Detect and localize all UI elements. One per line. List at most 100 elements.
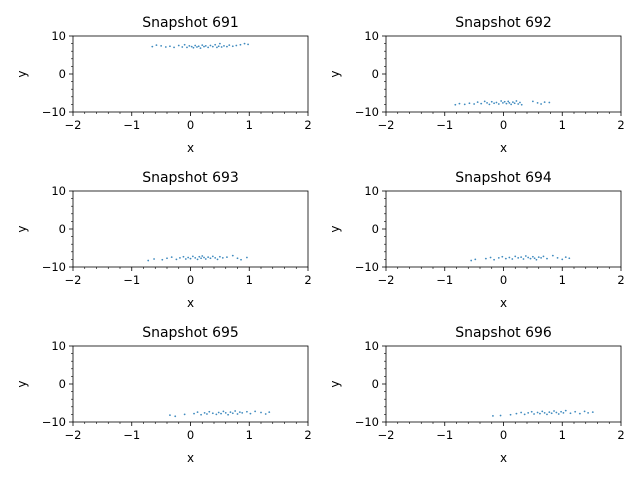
scatter-point bbox=[515, 412, 518, 415]
scatter-point bbox=[564, 409, 567, 412]
scatter-point bbox=[207, 46, 210, 49]
y-tick-label: −10 bbox=[355, 415, 379, 429]
scatter-point bbox=[160, 44, 163, 47]
subplot-title: Snapshot 696 bbox=[455, 325, 552, 341]
scatter-point bbox=[238, 411, 241, 414]
y-tick-label: 10 bbox=[364, 29, 379, 43]
scatter-point bbox=[517, 256, 520, 259]
x-tick-label: −1 bbox=[123, 428, 140, 442]
x-tick-label: 2 bbox=[617, 428, 624, 442]
x-tick-label: −2 bbox=[65, 118, 82, 132]
scatter-point bbox=[520, 411, 523, 414]
y-axis-label: y bbox=[328, 380, 342, 387]
scatter-point bbox=[173, 46, 175, 49]
scatter-point bbox=[215, 413, 218, 416]
scatter-series bbox=[151, 42, 249, 50]
x-tick-label: −1 bbox=[436, 428, 453, 442]
scatter-point bbox=[513, 102, 516, 105]
scatter-point bbox=[490, 100, 493, 103]
scatter-point bbox=[179, 256, 181, 259]
scatter-point bbox=[488, 103, 491, 106]
y-tick-label: 0 bbox=[372, 222, 379, 236]
scatter-point bbox=[186, 46, 188, 49]
scatter-point bbox=[222, 410, 225, 413]
scatter-point bbox=[533, 413, 535, 415]
scatter-point bbox=[249, 412, 252, 415]
y-tick-label: 0 bbox=[59, 222, 66, 236]
x-axis-label: x bbox=[500, 141, 507, 155]
y-tick-label: 0 bbox=[372, 67, 379, 81]
scatter-point bbox=[540, 103, 542, 105]
scatter-point bbox=[223, 44, 225, 47]
scatter-point bbox=[527, 256, 530, 259]
scatter-point bbox=[548, 411, 551, 414]
scatter-point bbox=[200, 413, 202, 416]
x-tick-label: 1 bbox=[246, 428, 253, 442]
y-axis-label: y bbox=[15, 225, 29, 232]
scatter-point bbox=[264, 413, 267, 415]
scatter-point bbox=[211, 412, 214, 415]
y-tick-label: 0 bbox=[59, 377, 66, 391]
x-tick-label: 1 bbox=[246, 273, 253, 287]
x-axis-label: x bbox=[500, 296, 507, 310]
scatter-point bbox=[240, 258, 242, 261]
scatter-point bbox=[169, 45, 171, 48]
scatter-point bbox=[187, 256, 190, 259]
scatter-series bbox=[470, 254, 571, 262]
scatter-point bbox=[217, 45, 220, 48]
scatter-point bbox=[536, 411, 539, 414]
x-tick-label: −2 bbox=[65, 428, 82, 442]
scatter-point bbox=[548, 101, 551, 104]
scatter-point bbox=[231, 254, 234, 257]
scatter-point bbox=[564, 256, 567, 259]
scatter-point bbox=[505, 102, 508, 105]
scatter-point bbox=[231, 45, 234, 48]
scatter-point bbox=[241, 411, 244, 414]
scatter-point bbox=[214, 43, 217, 46]
scatter-point bbox=[529, 257, 532, 260]
scatter-point bbox=[169, 414, 171, 417]
scatter-point bbox=[493, 258, 495, 261]
scatter-point bbox=[224, 411, 227, 414]
scatter-point bbox=[539, 412, 541, 415]
scatter-point bbox=[203, 256, 205, 259]
scatter-point bbox=[483, 100, 486, 103]
scatter-point bbox=[454, 103, 457, 106]
scatter-point bbox=[519, 101, 521, 104]
x-tick-label: 2 bbox=[617, 118, 624, 132]
scatter-point bbox=[208, 410, 211, 413]
scatter-point bbox=[181, 46, 184, 48]
scatter-point bbox=[175, 258, 178, 261]
y-tick-label: 10 bbox=[51, 29, 66, 43]
scatter-point bbox=[497, 103, 500, 105]
x-tick-label: −1 bbox=[436, 273, 453, 287]
subplot-title: Snapshot 695 bbox=[142, 325, 239, 341]
subplot-title: Snapshot 691 bbox=[142, 15, 239, 31]
scatter-point bbox=[510, 103, 513, 106]
scatter-point bbox=[184, 258, 187, 260]
scatter-point bbox=[492, 415, 494, 417]
scatter-point bbox=[254, 410, 257, 413]
x-axis-label: x bbox=[187, 296, 194, 310]
scatter-point bbox=[183, 413, 186, 416]
x-tick-label: −2 bbox=[378, 273, 395, 287]
scatter-point bbox=[495, 101, 498, 104]
axes-frame bbox=[385, 190, 622, 268]
scatter-point bbox=[214, 256, 217, 259]
scatter-point bbox=[226, 45, 228, 48]
scatter-series bbox=[147, 254, 248, 262]
scatter-point bbox=[227, 413, 230, 416]
scatter-point bbox=[555, 411, 558, 414]
scatter-point bbox=[209, 257, 212, 260]
scatter-point bbox=[569, 412, 572, 415]
scatter-point bbox=[218, 255, 221, 258]
x-tick-label: −2 bbox=[65, 273, 82, 287]
x-tick-label: 2 bbox=[304, 118, 311, 132]
scatter-point bbox=[260, 411, 262, 414]
x-axis-label: x bbox=[187, 141, 194, 155]
x-tick-label: 0 bbox=[187, 273, 194, 287]
scatter-point bbox=[201, 44, 204, 47]
